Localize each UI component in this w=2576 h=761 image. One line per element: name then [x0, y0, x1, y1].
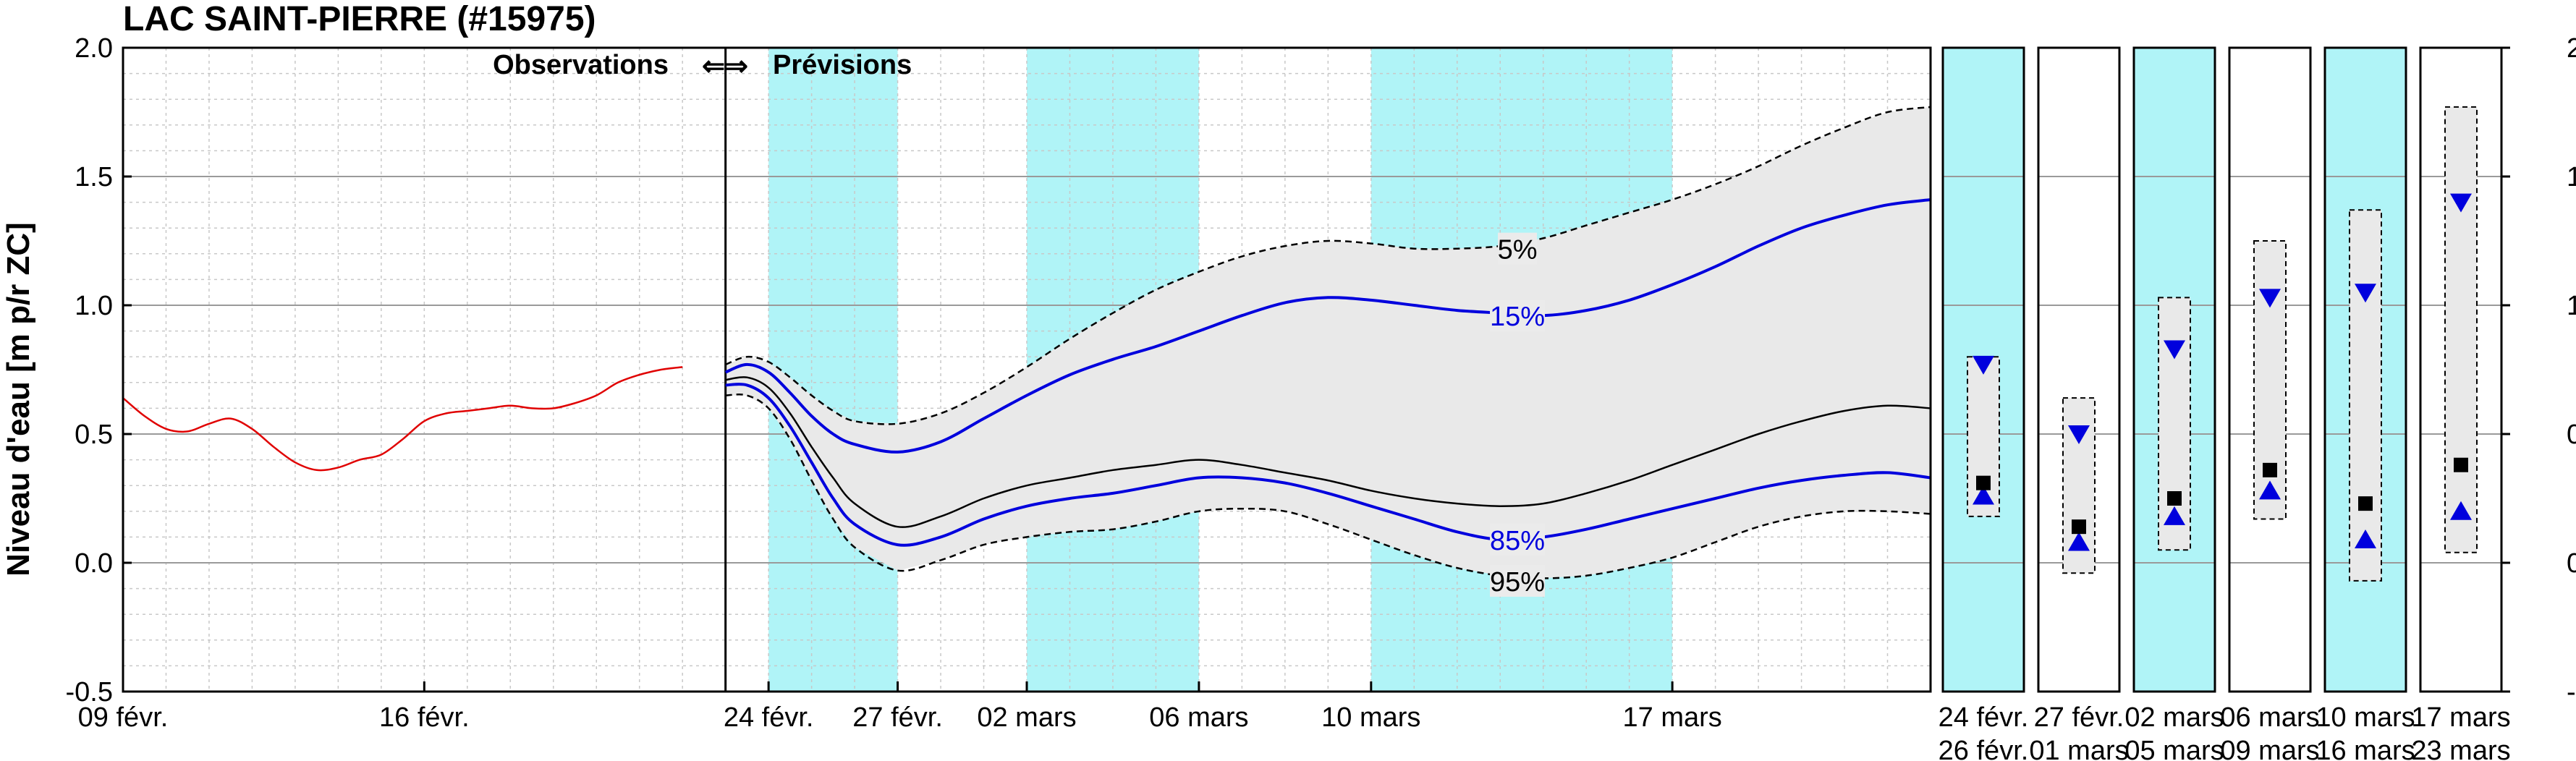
- series-line-mdiane: [725, 376, 1931, 528]
- line-label-85pct: 85%: [1490, 526, 1545, 556]
- x-tick-label: 16 févr.: [379, 702, 470, 733]
- period-marker-median: [2072, 519, 2086, 535]
- y-tick-label-right: 0.0: [2567, 548, 2576, 579]
- y-tick-label-left: 2.0: [75, 33, 113, 64]
- period-panel-2: 27 févr. 01 mars: [2029, 46, 2129, 761]
- period-bottom-label: 05 mars: [2124, 736, 2224, 761]
- period-range-box: [2444, 106, 2478, 553]
- period-marker-p15: [2164, 340, 2185, 360]
- period-panel-frame: [1941, 46, 2025, 693]
- period-range-box: [2349, 209, 2382, 582]
- period-bottom-label: 09 mars: [2220, 736, 2319, 761]
- period-marker-p85: [2355, 529, 2376, 548]
- x-tick-label: 02 mars: [977, 702, 1076, 733]
- period-bottom-label: 23 mars: [2411, 736, 2510, 761]
- period-marker-median: [1976, 475, 1991, 490]
- period-top-label: 27 févr.: [2034, 702, 2124, 733]
- period-marker-median: [2167, 491, 2182, 506]
- period-top-label: 17 mars: [2411, 702, 2510, 733]
- x-tick-label: 24 févr.: [724, 702, 814, 733]
- y-tick-label-left: 1.0: [75, 291, 113, 321]
- x-tick-label: 10 mars: [1321, 702, 1420, 733]
- period-panel-frame: [2132, 46, 2216, 693]
- line-label-bg: [1490, 299, 1546, 332]
- line-label-bg: [1490, 564, 1546, 597]
- series-line-85: [725, 383, 1931, 547]
- period-marker-p15: [2259, 289, 2281, 308]
- period-top-label: 06 mars: [2220, 702, 2319, 733]
- series-line-5: [725, 106, 1931, 425]
- y-tick-label-right: -0.5: [2567, 677, 2576, 707]
- period-marker-p15: [1973, 355, 1994, 375]
- period-marker-p85: [2259, 480, 2281, 500]
- x-tick-label: 06 mars: [1149, 702, 1248, 733]
- period-marker-median: [2358, 496, 2373, 511]
- period-marker-p85: [2068, 532, 2090, 551]
- y-tick-label-left: -0.5: [66, 677, 113, 707]
- line-label-5pct: 5%: [1498, 235, 1538, 265]
- x-tick-label: 17 mars: [1623, 702, 1722, 733]
- period-panel-frame: [2228, 46, 2312, 693]
- period-marker-p15: [2450, 193, 2472, 213]
- shaded-period-1: [768, 48, 898, 692]
- y-axis-label: Niveau d'eau [m p/r ZC]: [1, 222, 36, 577]
- period-panel-3: 02 mars 05 mars: [2124, 46, 2224, 761]
- period-marker-p85: [2164, 506, 2185, 525]
- period-marker-p85: [2450, 501, 2472, 520]
- line-label-bg: [1498, 232, 1538, 265]
- chart-title: LAC SAINT-PIERRE (#15975): [123, 0, 596, 38]
- forecasts-annotation: Prévisions: [773, 50, 912, 80]
- series-line-observations: [122, 366, 683, 472]
- period-marker-p85: [1973, 485, 1994, 505]
- line-label-bg: [1490, 523, 1546, 556]
- y-tick-label-right: 1.5: [2567, 162, 2576, 192]
- period-panel-1: 24 févr. 26 févr.: [1939, 46, 2029, 761]
- line-label-15pct: 15%: [1490, 302, 1545, 332]
- period-bottom-label: 26 févr.: [1939, 736, 2029, 761]
- y-tick-label-right: 2.0: [2567, 33, 2576, 64]
- period-panel-5: 10 mars 16 mars: [2316, 46, 2415, 761]
- period-panel-frame: [2323, 46, 2407, 693]
- period-marker-median: [2454, 457, 2468, 472]
- period-panel-background: [2038, 48, 2119, 692]
- observations-annotation: Observations: [493, 50, 669, 80]
- series-line-95: [725, 394, 1931, 579]
- y-tick-label-right: 1.0: [2567, 291, 2576, 321]
- y-tick-label-right: 0.5: [2567, 420, 2576, 450]
- forecast-band: [725, 106, 1931, 579]
- period-bottom-label: 01 mars: [2029, 736, 2128, 761]
- period-bottom-label: 16 mars: [2316, 736, 2415, 761]
- y-tick-label-left: 0.0: [75, 548, 113, 579]
- period-panel-frame: [2037, 46, 2121, 693]
- series-line-15: [724, 198, 1931, 454]
- y-tick-label-left: 0.5: [75, 420, 113, 450]
- period-top-label: 24 févr.: [1939, 702, 2029, 733]
- period-top-label: 10 mars: [2316, 702, 2415, 733]
- y-tick-label-left: 1.5: [75, 162, 113, 192]
- period-marker-p15: [2355, 284, 2376, 303]
- period-marker-median: [2263, 462, 2277, 477]
- period-panel-6: 17 mars 23 mars: [2411, 46, 2511, 761]
- x-tick-label: 09 févr.: [78, 702, 169, 733]
- period-panel-frame: [2419, 46, 2503, 693]
- period-top-label: 02 mars: [2124, 702, 2224, 733]
- x-tick-label: 27 févr.: [852, 702, 943, 733]
- period-panel-4: 06 mars 09 mars: [2220, 46, 2320, 761]
- arrows-annotation: ⇐⇒: [702, 51, 748, 82]
- line-label-95pct: 95%: [1490, 567, 1545, 598]
- period-marker-p15: [2068, 425, 2090, 444]
